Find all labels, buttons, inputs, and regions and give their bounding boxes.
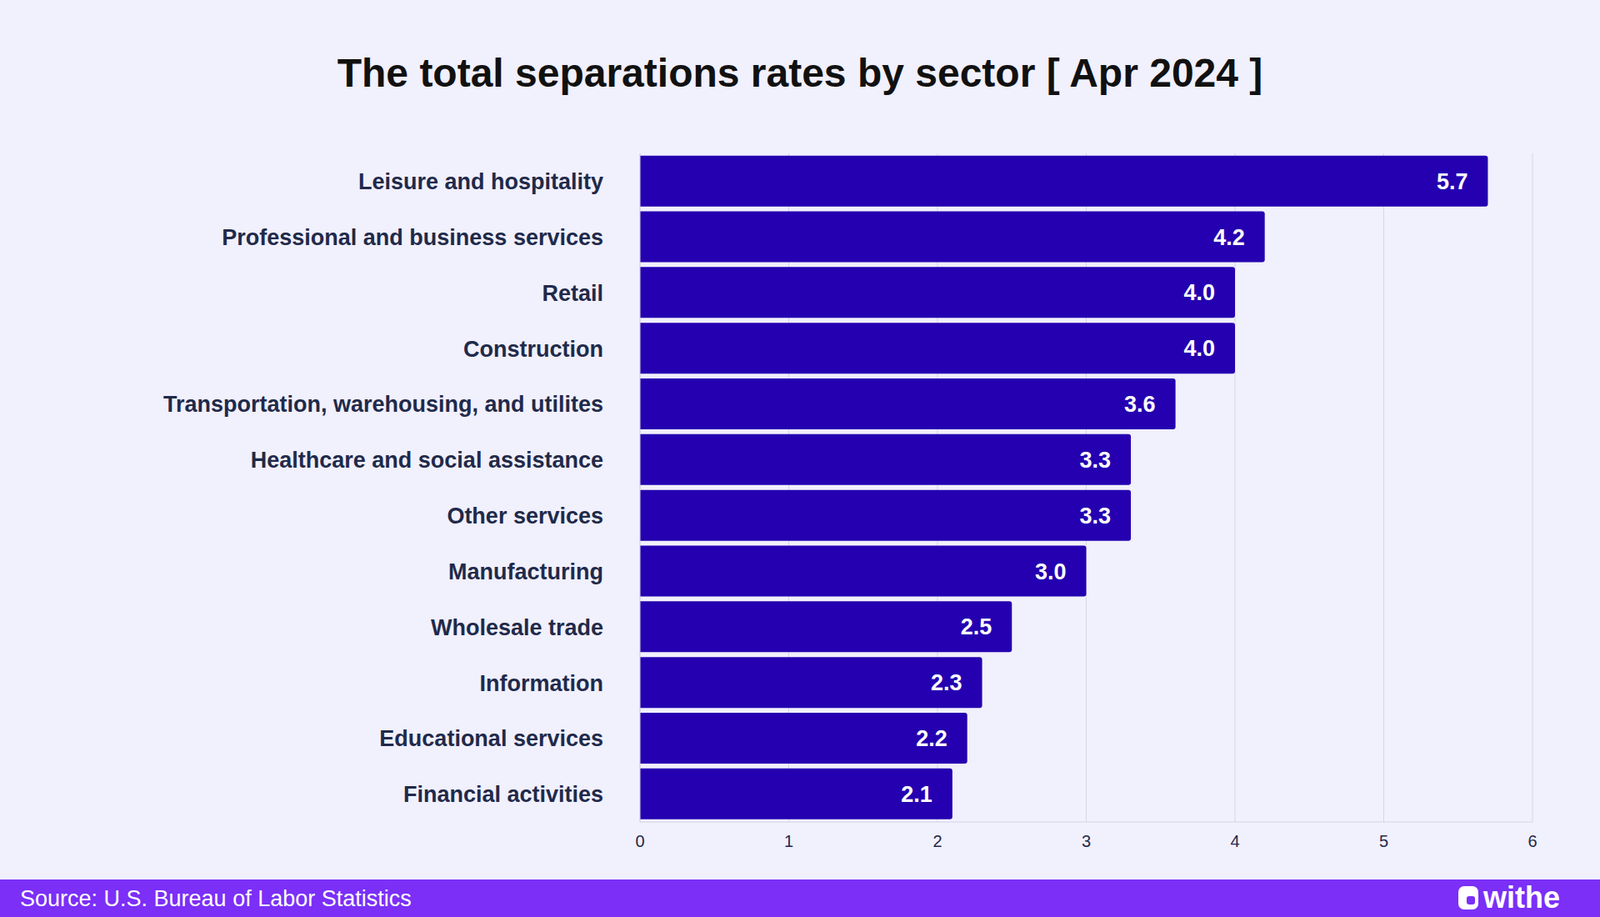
svg-text:Retail: Retail xyxy=(541,280,604,306)
svg-text:2.3: 2.3 xyxy=(930,670,963,695)
svg-text:Wholesale trade: Wholesale trade xyxy=(430,615,604,640)
svg-text:Leisure and hospitality: Leisure and hospitality xyxy=(358,169,604,195)
svg-text:4.0: 4.0 xyxy=(1183,335,1215,361)
svg-text:2.2: 2.2 xyxy=(915,725,948,751)
svg-text:3.6: 3.6 xyxy=(1124,391,1156,417)
svg-text:Professional and business serv: Professional and business services xyxy=(221,225,604,250)
svg-text:3: 3 xyxy=(1081,831,1091,850)
svg-text:3.3: 3.3 xyxy=(1080,503,1112,529)
svg-text:Educational services: Educational services xyxy=(379,725,604,751)
svg-text:5: 5 xyxy=(1379,831,1389,850)
svg-text:6: 6 xyxy=(1527,831,1537,850)
html-text:Source: U.S. Bureau of Labor S: Source: U.S. Bureau of Labor Statistics xyxy=(20,885,412,911)
svg-text:4.0: 4.0 xyxy=(1183,280,1215,305)
svg-text:2.1: 2.1 xyxy=(900,781,933,807)
svg-text:Other services: Other services xyxy=(446,503,604,529)
svg-text:Transportation, warehousing, a: Transportation, warehousing, and utilite… xyxy=(163,391,604,417)
svg-text:1: 1 xyxy=(784,831,794,850)
svg-text:Information: Information xyxy=(480,670,605,696)
svg-text:Manufacturing: Manufacturing xyxy=(448,559,604,585)
svg-text:4.2: 4.2 xyxy=(1213,225,1245,250)
svg-text:3.3: 3.3 xyxy=(1080,447,1112,473)
svg-text:2.5: 2.5 xyxy=(960,614,993,640)
html-text:withe: withe xyxy=(1483,880,1560,915)
svg-text:3.0: 3.0 xyxy=(1035,559,1067,585)
html-text:The total separations rates by: The total separations rates by sector [ … xyxy=(337,50,1263,95)
svg-text:2: 2 xyxy=(932,831,942,850)
svg-text:0: 0 xyxy=(635,831,645,850)
svg-text:Construction: Construction xyxy=(463,336,604,362)
svg-text:5.7: 5.7 xyxy=(1436,169,1469,195)
svg-text:Healthcare and social assistan: Healthcare and social assistance xyxy=(250,447,604,473)
svg-text:Financial activities: Financial activities xyxy=(403,781,604,807)
svg-text:4: 4 xyxy=(1230,831,1240,850)
